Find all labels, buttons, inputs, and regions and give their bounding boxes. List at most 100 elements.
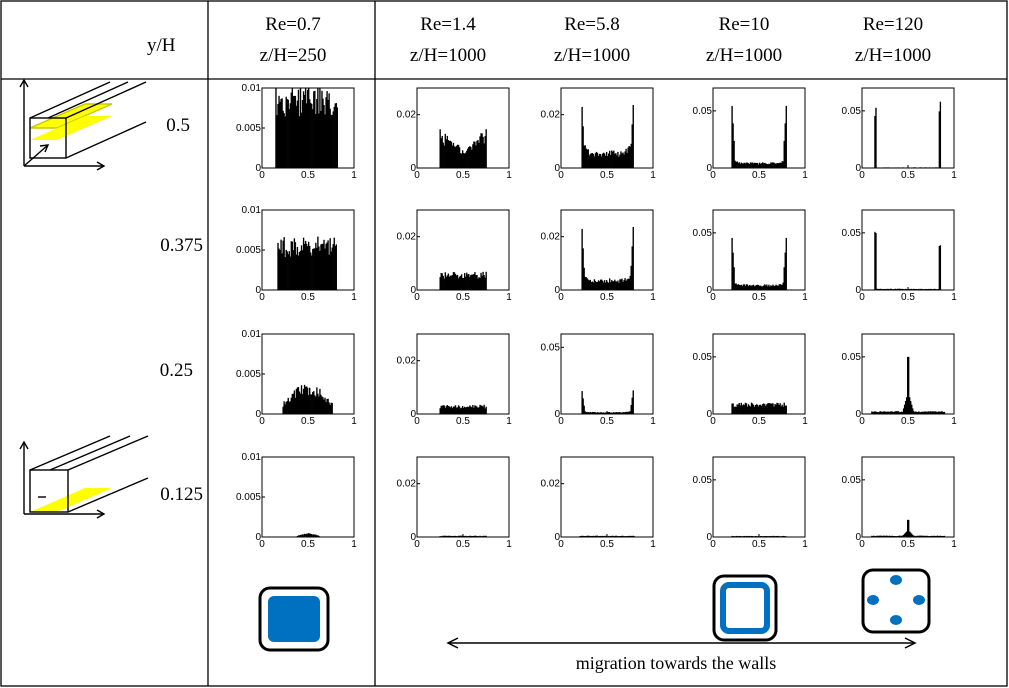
histogram-bar: [878, 412, 880, 414]
histogram-bar: [934, 411, 936, 414]
histogram-bar: [276, 115, 278, 168]
histogram-bar: [782, 282, 784, 290]
histogram-bar: [936, 289, 938, 290]
histogram-bar: [330, 251, 332, 290]
histogram-bar: [879, 288, 881, 290]
histogram-bar: [474, 141, 476, 168]
histogram-bar: [911, 533, 913, 537]
x-tick-label: 1: [802, 539, 808, 550]
histogram-bar: [481, 275, 483, 290]
histogram-bar: [896, 288, 899, 290]
histogram-bar: [293, 238, 296, 290]
histogram-bar: [444, 535, 446, 537]
histogram-bar: [621, 278, 623, 290]
histogram-bar: [884, 411, 886, 414]
histogram-bar: [599, 412, 602, 414]
panel-frame: [560, 333, 654, 415]
histogram-bar: [624, 151, 626, 168]
histogram-bar: [734, 160, 736, 168]
histogram-bar: [748, 284, 751, 290]
histogram-bar: [901, 411, 904, 414]
x-tick-label: 0: [710, 539, 716, 550]
histogram-bar: [333, 106, 335, 168]
histogram-bar: [878, 288, 880, 290]
histogram-bar: [611, 412, 613, 414]
histogram-bar: [766, 536, 768, 537]
histogram-bar: [743, 284, 746, 290]
histogram-bar: [919, 412, 921, 414]
histogram-bar: [275, 88, 277, 168]
histogram-bar: [598, 535, 601, 537]
y-tick-label: 0.01: [242, 452, 262, 463]
y-tick-label: 0: [410, 532, 416, 543]
histogram-bar: [456, 407, 459, 414]
histogram-bar: [731, 237, 733, 290]
histogram-bar: [600, 156, 603, 168]
histogram-bar: [444, 272, 446, 290]
histogram-bar: [585, 277, 587, 290]
histogram-bar: [885, 289, 887, 290]
x-tick-label: 0.5: [456, 170, 470, 181]
histogram-bar: [937, 411, 940, 414]
histogram-bar: [617, 536, 619, 537]
histogram-bar: [747, 404, 750, 414]
histogram-bar: [448, 276, 451, 290]
histogram-bar: [934, 535, 936, 537]
histogram-bar: [440, 138, 442, 168]
histogram-bar: [298, 116, 301, 168]
histogram-bar: [458, 406, 461, 414]
histogram-bar: [308, 241, 310, 290]
histogram-bar: [782, 535, 784, 537]
histogram-bar: [738, 402, 740, 414]
histogram-bar: [937, 535, 940, 537]
histogram-bar: [894, 536, 897, 537]
y-tick-label: 0.02: [541, 110, 561, 121]
histogram-bar: [590, 535, 593, 537]
histogram-bar: [926, 289, 928, 290]
histogram-bar: [623, 412, 625, 414]
histogram-bar: [925, 411, 927, 414]
histogram-bar: [749, 162, 752, 168]
histogram-bar: [756, 536, 759, 537]
histogram-bar: [441, 273, 443, 290]
histogram-bar: [784, 536, 786, 537]
x-tick-label: 0: [710, 170, 716, 181]
histogram-bar: [764, 404, 766, 414]
histogram-bar: [933, 288, 935, 290]
histogram-bar: [444, 407, 446, 414]
histogram-bar: [581, 228, 583, 290]
histogram-bar: [476, 140, 478, 168]
histogram-bar: [906, 356, 909, 414]
histogram-bar: [310, 394, 312, 414]
histogram-bar: [880, 535, 882, 537]
histogram-bar: [927, 288, 929, 290]
histogram-bar: [931, 411, 933, 414]
histogram-bar: [616, 535, 618, 537]
histogram-bar: [889, 411, 891, 414]
histogram-bar: [631, 535, 633, 537]
histogram-bar: [928, 536, 930, 537]
histogram-bar: [483, 143, 485, 168]
histogram-bar: [463, 277, 465, 290]
histogram-bar: [740, 402, 742, 414]
histogram-bar: [441, 405, 443, 414]
histogram-bar: [317, 535, 319, 537]
histogram-bar: [593, 279, 596, 290]
histogram-bar: [607, 281, 609, 290]
histogram-bar: [761, 286, 763, 290]
y-tick-label: 0.005: [236, 123, 261, 134]
histogram-bar: [752, 284, 755, 290]
histogram-bar: [315, 114, 317, 168]
x-tick-label: 0: [414, 539, 420, 550]
histogram-bar: [628, 411, 630, 414]
histogram-bar: [614, 279, 616, 290]
histogram-bar: [617, 280, 619, 290]
histogram-bar: [630, 535, 632, 537]
histogram-bar: [744, 536, 747, 537]
histogram-bar: [884, 535, 886, 537]
histogram-bar: [292, 96, 295, 168]
histogram-bar: [928, 411, 930, 414]
histogram-bar: [300, 534, 303, 537]
histogram-bar: [622, 152, 624, 168]
histogram-bar: [464, 273, 466, 290]
